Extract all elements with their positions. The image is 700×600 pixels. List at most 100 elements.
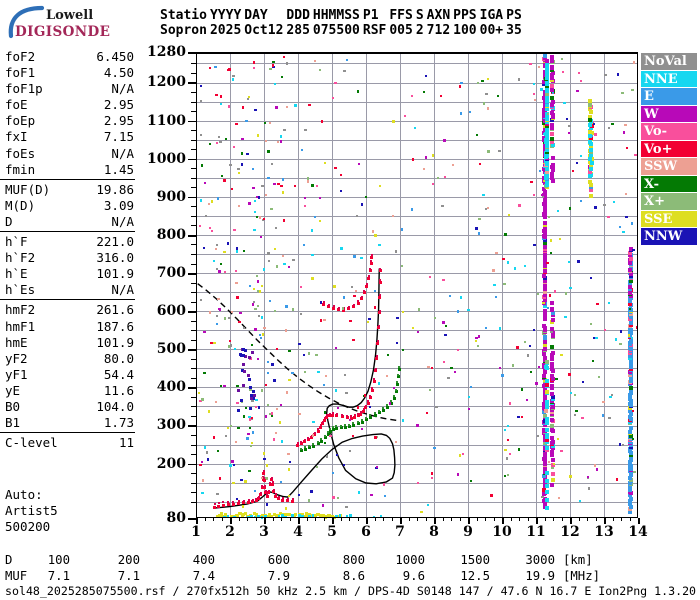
echo-point — [392, 396, 396, 400]
legend-item-vo-[interactable]: Vo+ — [641, 140, 697, 158]
echo-point — [550, 78, 555, 83]
echo-point — [315, 466, 319, 469]
param-key: hmF2 — [5, 302, 36, 318]
echo-point — [416, 331, 419, 334]
echo-point — [337, 406, 340, 409]
echo-point — [246, 437, 249, 440]
echo-point — [545, 432, 550, 437]
echo-point — [237, 167, 240, 171]
echo-point — [628, 386, 633, 390]
echo-point — [260, 337, 263, 340]
echo-point — [256, 280, 259, 283]
legend-item-nnw[interactable]: NNW — [641, 228, 697, 246]
echo-point — [498, 327, 501, 330]
echo-point — [544, 404, 549, 409]
echo-point — [451, 163, 455, 167]
echo-point — [286, 62, 289, 65]
echo-point — [356, 215, 359, 218]
echo-point — [545, 382, 550, 387]
echo-point — [543, 238, 547, 243]
echo-point — [247, 500, 250, 504]
echo-point — [550, 64, 554, 69]
echo-point — [484, 326, 487, 330]
echo-point — [456, 348, 460, 352]
echo-point — [572, 169, 575, 172]
echo-point — [237, 171, 241, 175]
echo-point — [628, 493, 633, 498]
y-tick-label-900: 900 — [156, 188, 186, 205]
echo-point — [411, 158, 414, 161]
legend-item-x-[interactable]: X+ — [641, 193, 697, 211]
echo-point — [321, 302, 325, 306]
echo-point — [628, 399, 633, 404]
legend-item-noval[interactable]: NoVal — [641, 53, 697, 71]
echo-point — [628, 426, 633, 431]
echo-point — [325, 514, 328, 518]
x-tick-label-10: 10 — [492, 524, 512, 540]
echo-point — [542, 397, 547, 401]
echo-point — [544, 142, 549, 147]
echo-point — [478, 163, 482, 166]
echo-point — [209, 311, 212, 314]
echo-point — [263, 486, 267, 490]
echo-point — [628, 307, 631, 311]
x-tick-minor — [553, 518, 554, 521]
echo-point — [254, 489, 257, 493]
echo-point — [457, 310, 460, 313]
echo-point — [628, 460, 632, 464]
echo-point — [210, 230, 213, 233]
echo-point — [279, 135, 282, 138]
param-row: foEs N/A — [0, 146, 142, 162]
echo-point — [542, 136, 547, 140]
echo-point — [517, 448, 520, 451]
echo-point — [550, 156, 555, 161]
echo-point — [564, 315, 567, 319]
echo-point — [236, 247, 239, 250]
legend-item-sse[interactable]: SSE — [641, 210, 697, 228]
echo-point — [345, 505, 348, 509]
echo-point — [332, 305, 335, 308]
echo-point — [340, 247, 343, 250]
echo-point — [628, 250, 632, 255]
legend-item-vo-[interactable]: Vo- — [641, 123, 697, 141]
legend-item-x-[interactable]: X- — [641, 175, 697, 193]
echo-point — [259, 235, 262, 239]
echo-point — [353, 295, 356, 298]
param-value: 19.86 — [96, 181, 134, 197]
echo-point — [271, 412, 274, 415]
echo-point — [529, 63, 532, 66]
echo-point — [310, 229, 314, 232]
distance-value-6: 1500 — [460, 553, 490, 567]
legend-item-w[interactable]: W — [641, 105, 697, 123]
echo-point — [252, 393, 256, 397]
param-row: foF1 4.50 — [0, 65, 142, 81]
echo-point — [223, 179, 226, 182]
gridline-vertical — [264, 52, 265, 518]
echo-point — [395, 341, 399, 345]
legend-item-e[interactable]: E — [641, 88, 697, 106]
echo-point — [551, 467, 554, 470]
header-label-10: IGA — [479, 8, 504, 23]
echo-point — [342, 296, 346, 299]
echo-point — [279, 140, 282, 143]
header-label-5: P1 — [362, 8, 379, 23]
echo-point — [607, 302, 610, 305]
distance-value-0: 100 — [47, 553, 70, 567]
echo-point — [248, 426, 251, 430]
legend-item-nne[interactable]: NNE — [641, 70, 697, 88]
echo-point — [269, 478, 273, 482]
legend-item-ssw[interactable]: SSW — [641, 158, 697, 176]
echo-point — [219, 102, 223, 106]
echo-point — [589, 322, 593, 326]
echo-point — [550, 118, 555, 123]
echo-point — [218, 270, 221, 273]
echo-point — [270, 476, 273, 479]
echo-point — [364, 195, 368, 199]
echo-point — [299, 442, 303, 446]
ionogram-plot[interactable] — [196, 52, 639, 519]
x-tick-minor — [340, 518, 342, 521]
echo-point — [216, 314, 219, 318]
echo-point — [550, 140, 555, 145]
echo-point — [244, 354, 248, 358]
echo-point — [550, 350, 555, 355]
